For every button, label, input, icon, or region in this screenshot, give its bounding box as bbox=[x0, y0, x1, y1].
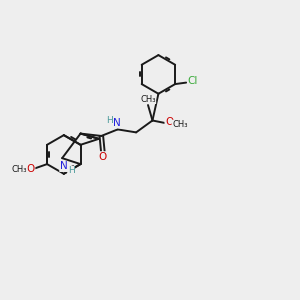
Text: N: N bbox=[60, 161, 68, 172]
Text: H: H bbox=[106, 116, 113, 125]
Text: H: H bbox=[68, 166, 74, 175]
Text: O: O bbox=[165, 117, 173, 127]
Text: CH₃: CH₃ bbox=[11, 165, 27, 174]
Text: O: O bbox=[27, 164, 35, 174]
Text: O: O bbox=[99, 152, 107, 162]
Text: CH₃: CH₃ bbox=[172, 120, 188, 129]
Text: Cl: Cl bbox=[188, 76, 198, 86]
Text: N: N bbox=[113, 118, 121, 128]
Text: CH₃: CH₃ bbox=[140, 94, 156, 103]
